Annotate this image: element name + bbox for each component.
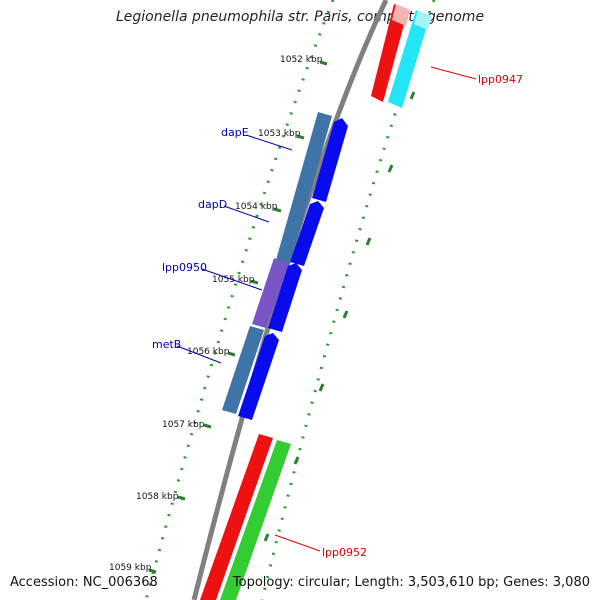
gene-label-lpp0952[interactable]: lpp0952 <box>322 546 367 559</box>
gene-feature-pink-top <box>392 4 410 26</box>
gene-feature-red-top[interactable] <box>371 4 408 102</box>
gene-metB-arrow[interactable] <box>238 333 279 420</box>
gene-label-dapD[interactable]: dapD <box>198 198 227 211</box>
scale-label-1054: 1054 kbp <box>235 202 278 212</box>
scale-label-1053: 1053 kbp <box>258 129 301 139</box>
scale-label-1057: 1057 kbp <box>162 420 205 430</box>
gene-lpp0952-green[interactable] <box>220 440 291 600</box>
leader-line-lpp0952 <box>274 534 321 552</box>
leader-line-lpp0950 <box>201 268 263 291</box>
outer-tick <box>293 456 300 465</box>
gene-lpp0950-cds[interactable] <box>252 258 290 328</box>
gene-lpp0950-arrow[interactable] <box>268 263 302 332</box>
outer-tick <box>318 383 325 392</box>
leader-line-dapD <box>223 205 270 223</box>
outer-scale-ticks <box>263 91 416 542</box>
genome-summary-text: Topology: circular; Length: 3,503,610 bp… <box>232 575 590 590</box>
gene-label-lpp0950[interactable]: lpp0950 <box>162 261 207 274</box>
scale-label-1059: 1059 kbp <box>109 563 152 573</box>
tick-1056 <box>227 351 236 357</box>
tick-1053 <box>296 134 305 140</box>
tick-1052 <box>319 60 328 66</box>
gene-metB-cds[interactable] <box>222 326 264 414</box>
gene-feature-cyan-light <box>414 10 432 30</box>
gene-feature-red-bottom[interactable] <box>200 434 273 600</box>
tick-1055 <box>250 279 259 285</box>
gene-label-metB[interactable]: metB <box>152 338 181 351</box>
scale-ticks <box>148 60 328 574</box>
gene-label-lpp0947[interactable]: lpp0947 <box>478 73 523 86</box>
leader-line-metB <box>176 345 222 364</box>
leader-line-dapE <box>245 134 293 151</box>
outer-tick <box>365 237 372 246</box>
outer-tick <box>263 533 270 542</box>
tick-1058 <box>177 495 186 501</box>
gene-feature-cyan-top[interactable] <box>388 10 430 108</box>
scale-label-1052: 1052 kbp <box>280 55 323 65</box>
leader-line-lpp0947 <box>430 66 477 80</box>
outer-tick <box>387 164 394 173</box>
tick-1059 <box>148 568 157 574</box>
tick-1057 <box>203 423 212 429</box>
outer-tick <box>342 310 349 319</box>
gene-label-dapE[interactable]: dapE <box>221 126 249 139</box>
accession-text: Accession: NC_006368 <box>10 575 158 590</box>
tick-1054 <box>273 207 282 213</box>
gene-dapE-cds[interactable] <box>276 112 332 264</box>
outer-tick <box>409 91 416 100</box>
gene-dapE-arrow[interactable] <box>312 118 348 202</box>
scale-label-1056: 1056 kbp <box>187 347 230 357</box>
gene-dapD-arrow[interactable] <box>290 201 324 266</box>
scale-label-1058: 1058 kbp <box>136 492 179 502</box>
